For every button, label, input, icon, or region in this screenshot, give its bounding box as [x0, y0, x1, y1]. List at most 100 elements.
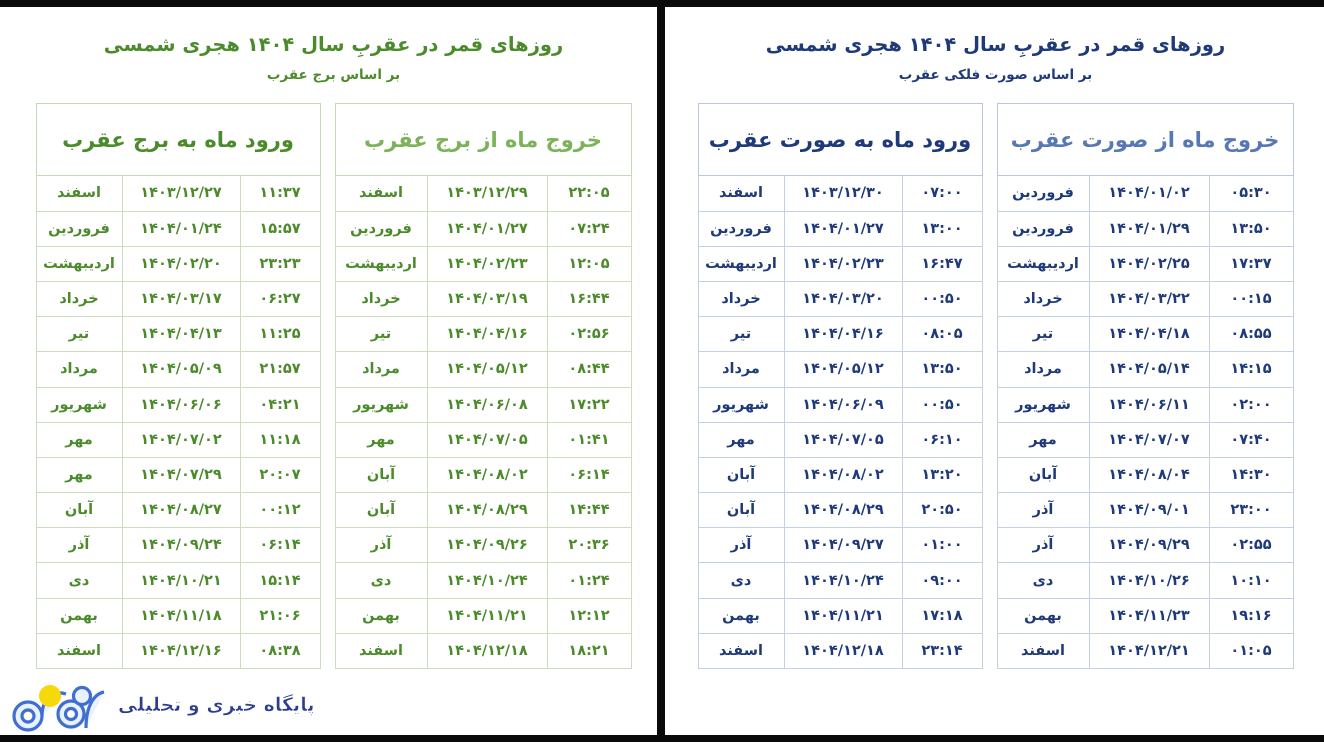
table-row: ۰۹:۰۰ ۱۴۰۴/۱۰/۲۴ دی [697, 562, 983, 599]
cell-month: بهمن [35, 597, 123, 634]
table-row: ۱۲:۰۵ ۱۴۰۴/۰۲/۲۳ اردیبهشت [334, 245, 632, 282]
table-row: ۱۴:۴۴ ۱۴۰۴/۰۸/۲۹ آبان [334, 492, 632, 529]
table-row: ۱۶:۴۴ ۱۴۰۴/۰۳/۱۹ خرداد [334, 280, 632, 318]
cell-month: بهمن [996, 597, 1090, 634]
cell-month: مهر [35, 421, 123, 458]
cell-date: ۱۴۰۴/۱۲/۱۸ [783, 632, 903, 670]
cell-time: ۰۲:۵۶ [546, 316, 632, 353]
cell-date: ۱۴۰۴/۰۲/۲۳ [426, 245, 548, 282]
cell-time: ۰۴:۲۱ [239, 386, 321, 423]
cell-date: ۱۴۰۴/۰۹/۲۹ [1088, 527, 1210, 564]
cell-time: ۰۱:۴۱ [546, 421, 632, 458]
cell-month: مهر [697, 421, 785, 458]
cell-date: ۱۴۰۴/۰۲/۲۵ [1088, 245, 1210, 282]
cell-date: ۱۴۰۴/۰۸/۲۷ [121, 492, 241, 529]
cell-month: آبان [697, 456, 785, 494]
cell-month: مرداد [35, 351, 123, 388]
cell-time: ۰۲:۵۵ [1208, 527, 1294, 564]
cell-month: اسفند [35, 632, 123, 670]
cell-time: ۰۸:۵۵ [1208, 316, 1294, 353]
cell-month: آبان [35, 492, 123, 529]
cell-date: ۱۴۰۴/۱۲/۱۸ [426, 632, 548, 670]
cell-date: ۱۴۰۴/۰۷/۰۲ [121, 421, 241, 458]
table-body-entry-constellation: ۰۷:۰۰ ۱۴۰۳/۱۲/۳۰ اسفند ۱۳:۰۰ ۱۴۰۴/۰۱/۲۷ فرورد… [697, 175, 983, 670]
table-row: ۱۵:۵۷ ۱۴۰۴/۰۱/۲۴ فروردین [35, 210, 321, 247]
cell-time: ۰۲:۰۰ [1208, 386, 1294, 423]
cell-time: ۱۴:۱۵ [1208, 351, 1294, 388]
panel-title: روزهای قمر در عقربِ سال ۱۴۰۴ هجری شمسی [765, 33, 1226, 56]
cell-time: ۰۸:۰۵ [901, 316, 983, 353]
table-row: ۲۲:۰۵ ۱۴۰۳/۱۲/۲۹ اسفند [334, 175, 632, 212]
cell-time: ۱۶:۴۴ [546, 280, 632, 318]
panel-title: روزهای قمر در عقربِ سال ۱۴۰۴ هجری شمسی [103, 33, 564, 56]
cell-month: آبان [334, 456, 428, 494]
cell-time: ۰۱:۰۵ [1208, 632, 1294, 670]
cell-time: ۱۴:۴۴ [546, 492, 632, 529]
table-row: ۰۲:۵۶ ۱۴۰۴/۰۴/۱۶ تیر [334, 316, 632, 353]
rooziato-logo-icon [8, 676, 112, 734]
cell-date: ۱۴۰۴/۰۸/۰۴ [1088, 456, 1210, 494]
cell-date: ۱۴۰۴/۰۴/۱۶ [783, 316, 903, 353]
table-row: ۰۴:۲۱ ۱۴۰۴/۰۶/۰۶ شهریور [35, 386, 321, 423]
cell-month: اردیبهشت [35, 245, 123, 282]
cell-month: آبان [996, 456, 1090, 494]
table-row: ۱۷:۳۷ ۱۴۰۴/۰۲/۲۵ اردیبهشت [996, 245, 1294, 282]
cell-date: ۱۴۰۴/۰۴/۱۸ [1088, 316, 1210, 353]
tables-container: خروج ماه از برج عقرب ۲۲:۰۵ ۱۴۰۳/۱۲/۲۹ اسفن… [0, 103, 667, 670]
cell-date: ۱۴۰۴/۰۴/۱۶ [426, 316, 548, 353]
cell-month: مرداد [334, 351, 428, 388]
cell-time: ۱۵:۱۴ [239, 562, 321, 599]
cell-month: تیر [996, 316, 1090, 353]
table-row: ۱۷:۲۲ ۱۴۰۴/۰۶/۰۸ شهریور [334, 386, 632, 423]
cell-time: ۲۳:۲۳ [239, 245, 321, 282]
watermark-text: پایگاه خبری و تحلیلی [118, 694, 315, 717]
table-exit-zodiac: خروج ماه از برج عقرب ۲۲:۰۵ ۱۴۰۳/۱۲/۲۹ اسفن… [334, 103, 632, 670]
cell-month: شهریور [697, 386, 785, 423]
cell-month: خرداد [334, 280, 428, 318]
cell-month: مهر [334, 421, 428, 458]
table-row: ۰۰:۵۰ ۱۴۰۴/۰۶/۰۹ شهریور [697, 386, 983, 423]
table-row: ۰۷:۲۴ ۱۴۰۴/۰۱/۲۷ فروردین [334, 210, 632, 247]
table-row: ۱۱:۳۷ ۱۴۰۳/۱۲/۲۷ اسفند [35, 175, 321, 212]
cell-date: ۱۴۰۴/۰۵/۱۲ [783, 351, 903, 388]
cell-month: خرداد [697, 280, 785, 318]
cell-time: ۰۷:۴۰ [1208, 421, 1294, 458]
table-row: ۰۷:۴۰ ۱۴۰۴/۰۷/۰۷ مهر [996, 421, 1294, 458]
cell-time: ۱۰:۱۰ [1208, 562, 1294, 599]
cell-date: ۱۴۰۴/۱۱/۲۳ [1088, 597, 1210, 634]
panel-zodiac: روزهای قمر در عقربِ سال ۱۴۰۴ هجری شمسی ب… [0, 33, 667, 734]
cell-month: مهر [996, 421, 1090, 458]
table-exit-constellation: خروج ماه از صورت عقرب ۰۵:۳۰ ۱۴۰۴/۰۱/۰۲ فرو… [996, 103, 1294, 670]
cell-month: اسفند [996, 632, 1090, 670]
cell-month: اردیبهشت [697, 245, 785, 282]
table-row: ۲۰:۰۷ ۱۴۰۴/۰۷/۲۹ مهر [35, 456, 321, 494]
cell-date: ۱۴۰۴/۰۵/۰۹ [121, 351, 241, 388]
cell-time: ۱۵:۵۷ [239, 210, 321, 247]
table-entry-constellation: ورود ماه به صورت عقرب ۰۷:۰۰ ۱۴۰۳/۱۲/۳۰ اسف… [697, 103, 983, 670]
cell-time: ۱۱:۳۷ [239, 175, 321, 212]
cell-time: ۰۸:۳۸ [239, 632, 321, 670]
cell-time: ۰۱:۲۴ [546, 562, 632, 599]
cell-date: ۱۴۰۴/۱۱/۱۸ [121, 597, 241, 634]
cell-time: ۱۳:۵۰ [1208, 210, 1294, 247]
table-row: ۰۶:۱۴ ۱۴۰۴/۰۹/۲۴ آذر [35, 527, 321, 564]
table-row: ۱۵:۱۴ ۱۴۰۴/۱۰/۲۱ دی [35, 562, 321, 599]
cell-date: ۱۴۰۴/۰۱/۲۷ [783, 210, 903, 247]
cell-month: فروردین [996, 175, 1090, 212]
cell-month: مرداد [697, 351, 785, 388]
cell-date: ۱۴۰۴/۰۳/۱۷ [121, 280, 241, 318]
cell-time: ۱۲:۱۲ [546, 597, 632, 634]
table-row: ۱۷:۱۸ ۱۴۰۴/۱۱/۲۱ بهمن [697, 597, 983, 634]
watermark: پایگاه خبری و تحلیلی [8, 676, 315, 734]
cell-time: ۱۳:۵۰ [901, 351, 983, 388]
cell-time: ۰۰:۱۲ [239, 492, 321, 529]
cell-month: بهمن [334, 597, 428, 634]
cell-month: دی [334, 562, 428, 599]
cell-month: فروردین [35, 210, 123, 247]
cell-month: تیر [697, 316, 785, 353]
table-row: ۱۶:۴۷ ۱۴۰۴/۰۲/۲۳ اردیبهشت [697, 245, 983, 282]
cell-month: مهر [35, 456, 123, 494]
cell-time: ۱۷:۳۷ [1208, 245, 1294, 282]
cell-month: خرداد [996, 280, 1090, 318]
